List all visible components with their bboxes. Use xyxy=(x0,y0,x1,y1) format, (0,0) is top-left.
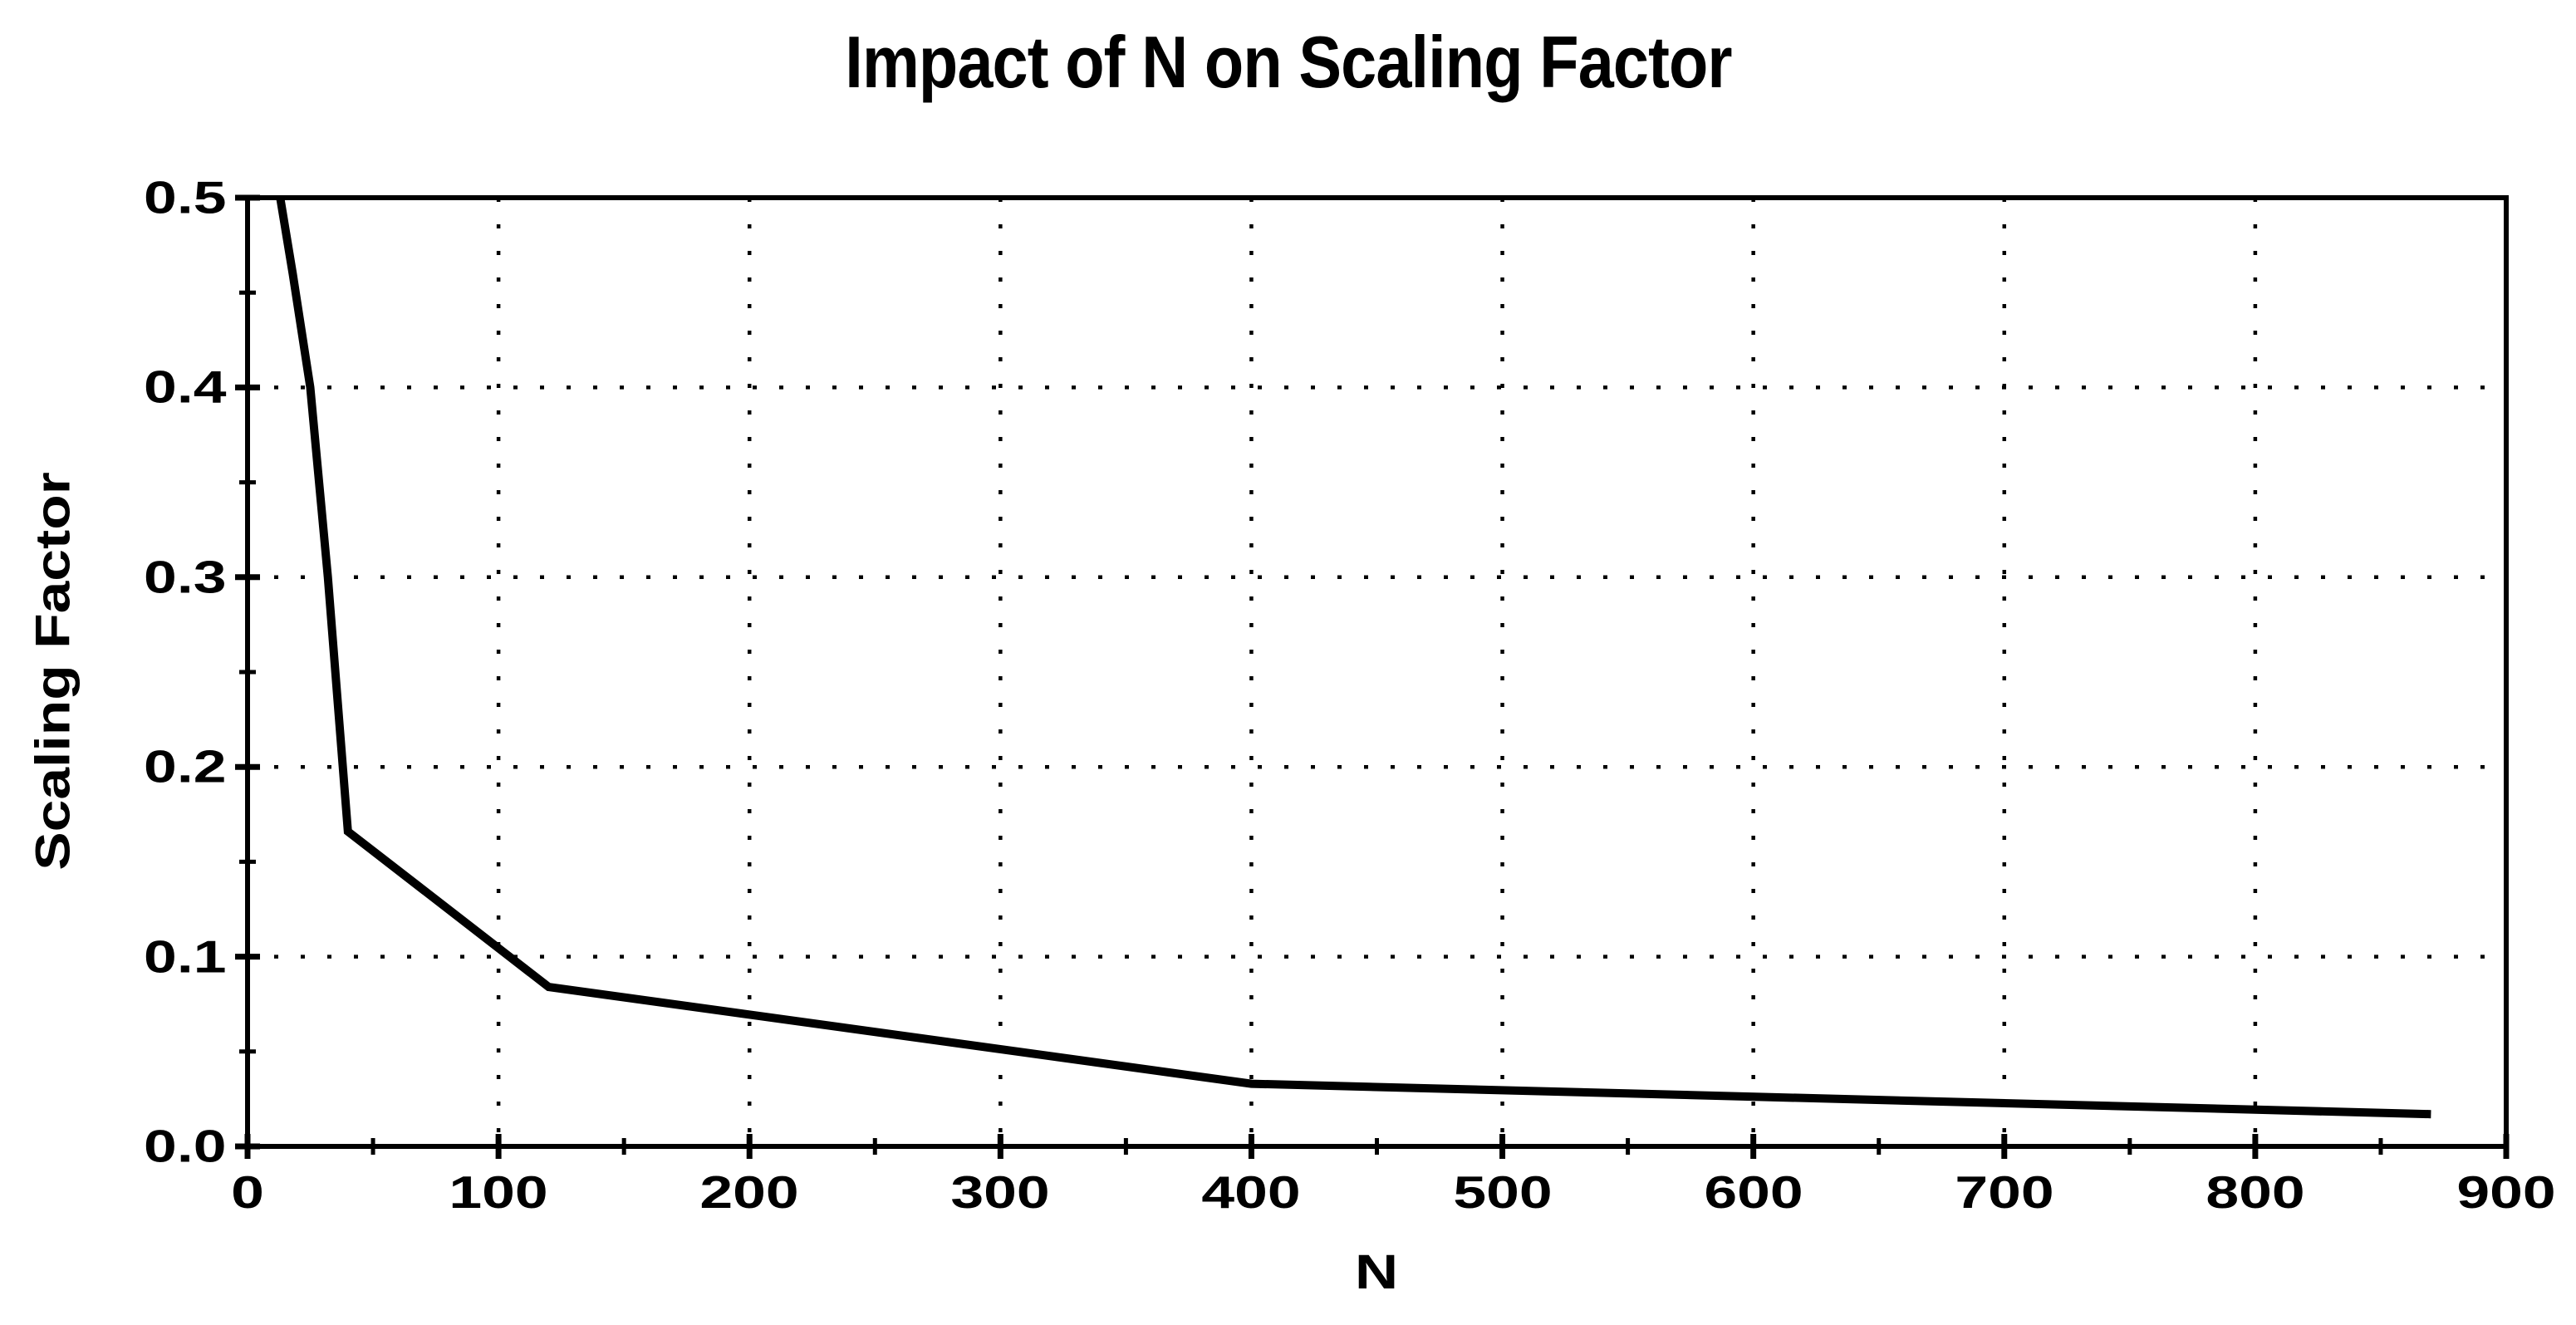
x-tick-label: 800 xyxy=(2206,1166,2305,1218)
y-tick-label: 0.1 xyxy=(143,930,226,983)
x-tick-label: 700 xyxy=(1955,1166,2054,1218)
x-tick-label: 200 xyxy=(699,1166,799,1218)
data-line xyxy=(276,197,2431,1119)
x-tick-label: 900 xyxy=(2456,1166,2556,1218)
x-tick-label: 500 xyxy=(1452,1166,1553,1218)
y-tick-label: 0.0 xyxy=(143,1120,226,1172)
x-tick-label: 300 xyxy=(950,1166,1050,1218)
plot-frame xyxy=(245,195,2509,1149)
y-tick-label: 0.4 xyxy=(143,361,226,413)
x-tick-label: 0 xyxy=(231,1166,264,1218)
y-tick-label: 0.5 xyxy=(143,171,226,223)
x-tick-label: 100 xyxy=(449,1166,548,1218)
y-tick-label: 0.2 xyxy=(143,740,226,793)
x-tick-label: 600 xyxy=(1704,1166,1803,1218)
chart-title: Impact of N on Scaling Factor xyxy=(844,21,1732,103)
x-axis-title: N xyxy=(1354,1245,1399,1299)
y-axis-title: Scaling Factor xyxy=(26,472,81,871)
x-tick-label: 400 xyxy=(1201,1166,1302,1218)
y-tick-label: 0.3 xyxy=(143,551,226,603)
